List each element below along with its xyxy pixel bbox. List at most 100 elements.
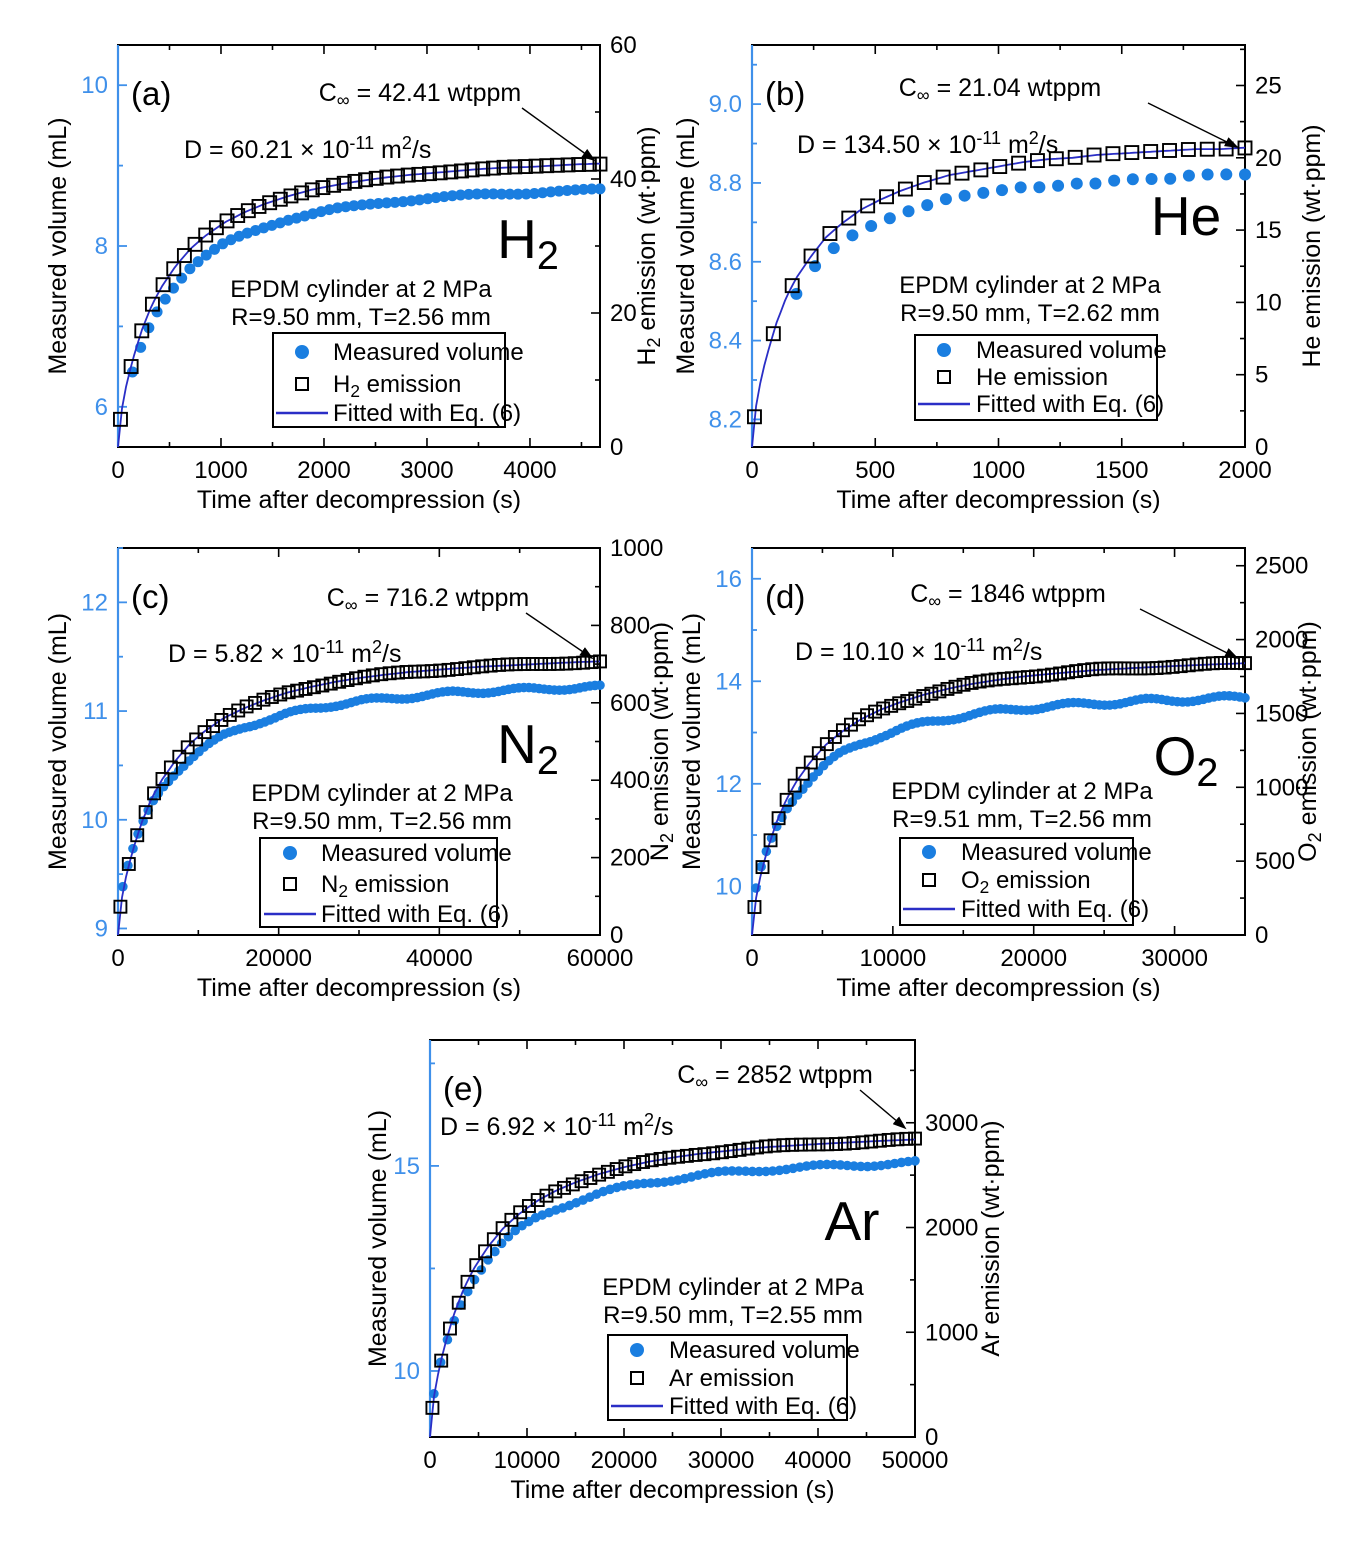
measured-volume-point: [463, 188, 475, 200]
right-tick-label: 20: [610, 300, 637, 327]
emission-point: [130, 828, 145, 843]
legend-fit-line-label: Fitted with Eq. (6): [976, 391, 1164, 418]
emission-point: [382, 666, 397, 681]
emission-point: [180, 740, 195, 755]
measured-volume-point: [397, 196, 409, 208]
measured-volume-point: [446, 190, 458, 202]
emission-point: [860, 708, 874, 723]
measured-volume-point: [496, 188, 508, 200]
x-tick-label: 1000: [194, 457, 247, 484]
measured-volume-point: [422, 193, 434, 205]
measured-volume-point: [192, 256, 204, 268]
x-tick-label: 10000: [859, 945, 926, 972]
left-ticks: [118, 84, 127, 408]
emission-point: [600, 1164, 615, 1179]
measured-volume-point: [405, 195, 417, 207]
emission-point: [539, 158, 555, 174]
measured-volume-point: [528, 188, 540, 200]
measured-volume-point: [827, 242, 840, 255]
emission-point: [767, 1138, 782, 1153]
measured-volume-point: [469, 1274, 480, 1285]
x-tick-label: 0: [745, 945, 758, 972]
emission-point: [485, 160, 501, 176]
emission-point: [765, 326, 781, 342]
legend-measured-volume-label: Measured volume: [669, 1337, 860, 1364]
right-tick-label: 2000: [1255, 627, 1308, 654]
measured-volume-point: [479, 188, 491, 200]
right-tick-labels: 0 5 10 15 20 25: [1255, 72, 1282, 461]
emission-point: [829, 1137, 843, 1151]
measured-volume-point: [167, 282, 179, 294]
measured-volume-point: [504, 188, 516, 200]
emission-point: [340, 673, 355, 687]
emission-point: [876, 701, 891, 716]
x-tick-label: 30000: [1141, 945, 1208, 972]
condition-line-1: EPDM cylinder at 2 MPa: [251, 780, 513, 807]
emission-point: [326, 177, 342, 193]
legend-emission-marker: [922, 873, 936, 887]
panel-letter: (a): [131, 75, 171, 112]
measured-volume-point: [815, 1159, 825, 1170]
emission-point: [495, 1221, 510, 1236]
emission-point: [400, 167, 416, 183]
emission-point: [988, 672, 1003, 687]
emission-point: [1141, 661, 1156, 676]
emission-point: [294, 185, 310, 201]
right-tick-label: 25: [1255, 72, 1282, 99]
x-tick-label: 4000: [503, 457, 556, 484]
emission-point: [747, 900, 762, 914]
x-tick-labels: 0 500 1000 1500 2000: [745, 457, 1271, 484]
measured-volume-point: [645, 1178, 656, 1188]
emission-point: [1028, 669, 1043, 684]
x-tick-label: 20000: [1000, 945, 1067, 972]
annotation-arrow: [859, 1089, 907, 1130]
legend-measured-volume-label: Measured volume: [321, 840, 512, 867]
measured-volume-point: [734, 1166, 744, 1176]
x-tick-label: 1500: [1095, 457, 1148, 484]
measured-volume-point: [561, 184, 573, 196]
x-tick-label: 2000: [297, 457, 350, 484]
emission-point: [892, 696, 907, 711]
measured-volume-point: [578, 183, 590, 195]
emission-point: [530, 1193, 545, 1207]
emission-point: [219, 213, 235, 229]
x-tick-label: 10000: [494, 1447, 561, 1474]
right-tick-label: 40: [610, 166, 637, 193]
emission-point: [358, 172, 374, 188]
measured-volume-point: [520, 188, 532, 200]
right-tick-label: 20: [1255, 145, 1282, 172]
emission-point: [434, 1353, 449, 1368]
emission-point: [231, 703, 246, 718]
measured-volume-point: [1145, 172, 1158, 185]
right-tick-label: 1000: [610, 535, 663, 562]
emission-point: [785, 1137, 800, 1152]
measured-volume-point: [462, 1286, 473, 1297]
emission-point: [1045, 667, 1059, 682]
emission-point: [571, 157, 587, 172]
emission-point: [1125, 661, 1140, 676]
emission-point: [956, 677, 971, 692]
emission-point: [864, 1134, 879, 1149]
right-tick-label: 15: [1255, 217, 1282, 244]
legend-fit-line-label: Fitted with Eq. (6): [961, 896, 1149, 923]
emission-point: [644, 1153, 659, 1168]
right-axis-title: O2 emission (wt·ppm): [1294, 621, 1325, 862]
left-tick-label: 6: [95, 394, 108, 421]
measured-volume-point: [184, 263, 196, 275]
measured-volume-point: [939, 193, 952, 206]
right-tick-label: 2500: [1255, 553, 1308, 580]
emission-point: [592, 156, 608, 172]
measured-volume-point: [364, 198, 376, 210]
emission-point: [507, 159, 523, 175]
gas-label: N2: [497, 713, 559, 783]
measured-volume-point: [883, 212, 896, 225]
x-tick-label: 40000: [785, 1447, 852, 1474]
emission-point: [306, 680, 321, 695]
legend-emission-label: He emission: [976, 364, 1108, 391]
emission-point: [583, 1171, 598, 1185]
emission-point: [636, 1155, 650, 1169]
measured-volume-point: [828, 1159, 839, 1170]
emission-point: [811, 1137, 826, 1152]
